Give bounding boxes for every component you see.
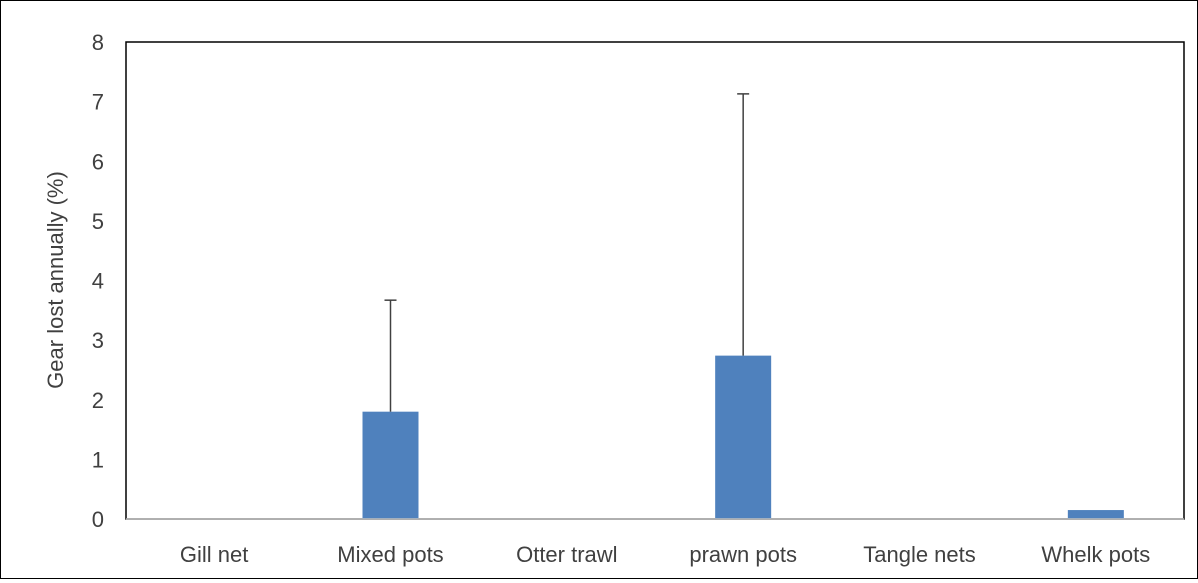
y-tick-label: 5 bbox=[92, 209, 104, 234]
bar bbox=[1067, 510, 1124, 519]
x-tick-label: prawn pots bbox=[689, 542, 797, 567]
x-tick-label: Mixed pots bbox=[337, 542, 443, 567]
y-tick-label: 7 bbox=[92, 90, 104, 115]
y-axis-label: Gear lost annually (%) bbox=[43, 171, 68, 389]
y-tick-label: 0 bbox=[92, 507, 104, 532]
bar bbox=[715, 355, 772, 519]
y-tick-label: 2 bbox=[92, 388, 104, 413]
x-tick-label: Whelk pots bbox=[1041, 542, 1150, 567]
y-tick-label: 1 bbox=[92, 447, 104, 472]
x-tick-label: Gill net bbox=[180, 542, 248, 567]
y-tick-label: 4 bbox=[92, 269, 104, 294]
x-tick-label: Otter trawl bbox=[516, 542, 617, 567]
y-tick-label: 8 bbox=[92, 30, 104, 55]
bar bbox=[362, 411, 419, 519]
plot-area-border bbox=[125, 41, 1185, 520]
y-tick-label: 3 bbox=[92, 328, 104, 353]
x-tick-label: Tangle nets bbox=[863, 542, 976, 567]
y-tick-label: 6 bbox=[92, 149, 104, 174]
